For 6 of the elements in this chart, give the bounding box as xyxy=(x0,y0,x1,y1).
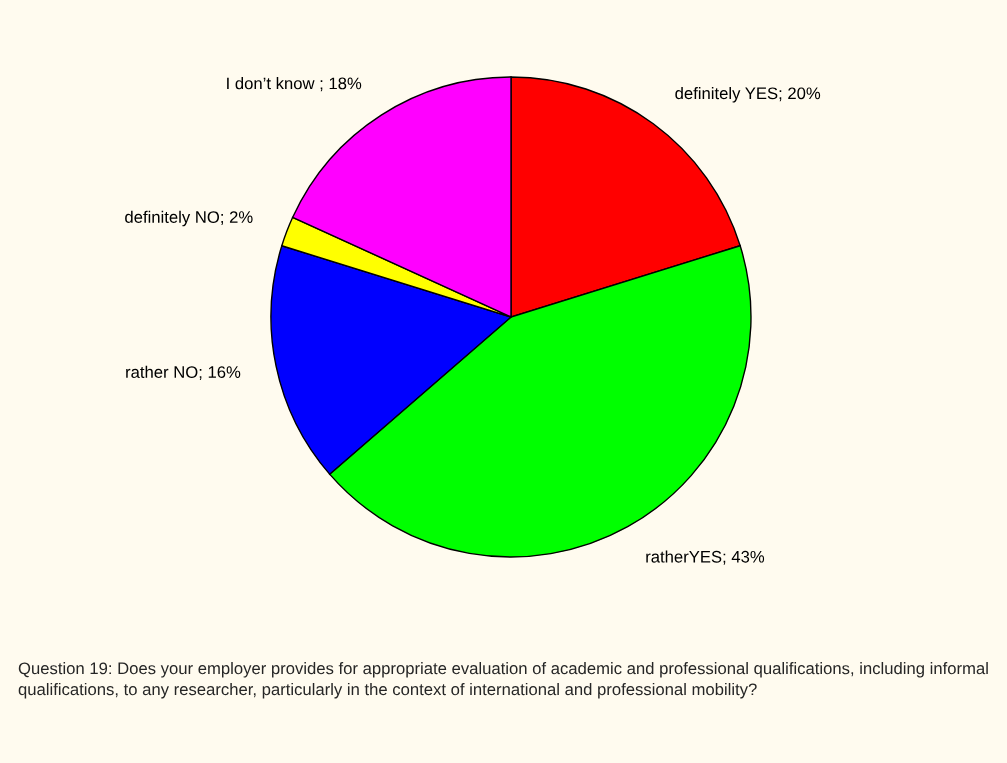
slice-label: rather NO; 16% xyxy=(126,365,241,380)
slice-label: definitely NO; 2% xyxy=(125,210,253,227)
text: Question 19: Does your employer provides for appropriate evaluation of academic and professional qualifications, including informal qualifications, to any researcher, particularly in the context of international and professional mobility? xyxy=(18,662,988,699)
slice-label: definitely YES; 20% xyxy=(675,86,821,103)
slice-label: I don’t know ; 18% xyxy=(227,77,362,92)
slice-label: ratherYES; 43% xyxy=(646,550,765,565)
